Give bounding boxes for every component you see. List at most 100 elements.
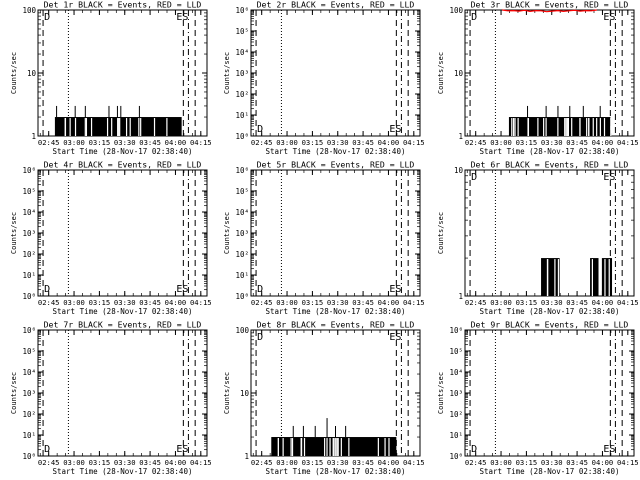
events-bin-gap [69,118,71,136]
x-tick-label: 03:45 [139,298,161,307]
x-tick-label: 03:30 [114,138,136,147]
x-tick-label: 02:45 [251,298,273,307]
x-tick-label: 04:00 [592,458,614,467]
y-tick-label: 100 [449,6,463,15]
y-tick-label: 10¹ [22,271,36,280]
events-bin-gap [511,118,513,136]
x-tick-label: 03:15 [516,298,538,307]
events-bin-gap [300,438,303,456]
x-tick-label: 03:45 [139,458,161,467]
y-tick-label: 100 [22,6,36,15]
y-tick-label: 10⁰ [22,452,36,461]
events-bin-gap [586,118,588,136]
x-tick-label: 03:00 [63,138,85,147]
x-tick-label: 02:45 [465,458,487,467]
y-tick-label: 10⁴ [22,208,36,217]
y-tick-label: 10⁶ [22,166,36,175]
y-tick-label: 10² [235,250,249,259]
x-tick-label: 04:15 [617,138,639,147]
x-axis-label: Start Time (28-Nov-17 02:38:40) [480,147,620,156]
y-tick-label: 10⁵ [235,27,249,36]
events-bin-gap [129,118,131,136]
y-tick-label: 1 [31,132,36,141]
marker-label-d: D [257,332,263,343]
x-tick-label: 03:30 [114,298,136,307]
panel-title: Det 5r BLACK = Events, RED = LLD [257,160,415,170]
panel-det-8r: Det 8r BLACK = Events, RED = LLD Counts/s… [223,320,425,477]
y-tick-label: 10³ [235,229,249,238]
x-tick-label: 04:00 [378,458,400,467]
events-bin-gap [337,438,339,456]
panel-det-4r: Det 4r BLACK = Events, RED = LLD Counts/s… [10,160,212,317]
events-bin-gap [90,118,93,136]
marker-label-d: D [471,12,477,23]
y-tick-label: 10⁵ [449,347,463,356]
x-tick-label: 04:00 [378,298,400,307]
y-tick-label: 10³ [235,69,249,78]
events-bin-gap [554,259,556,296]
y-tick-label: 10¹ [235,271,249,280]
panel-title: Det 1r BLACK = Events, RED = LLD [44,0,202,10]
y-tick-label: 10³ [22,229,36,238]
x-axis-label: Start Time (28-Nov-17 02:38:40) [266,147,406,156]
panel-title: Det 8r BLACK = Events, RED = LLD [257,320,415,330]
x-tick-label: 04:00 [165,458,187,467]
x-tick-label: 03:15 [516,138,538,147]
x-tick-label: 02:45 [465,138,487,147]
x-tick-label: 04:00 [165,138,187,147]
panel-det-3r: Det 3r BLACK = Events, RED = LLD Counts/s… [437,0,639,156]
x-tick-label: 04:00 [378,138,400,147]
y-tick-label: 10⁵ [22,347,36,356]
x-tick-label: 03:30 [541,458,563,467]
x-axis-label: Start Time (28-Nov-17 02:38:40) [480,307,620,316]
y-tick-label: 1 [458,132,463,141]
events-bin-gap [333,438,335,456]
marker-label-es: ES [603,172,615,183]
panel-title: Det 3r BLACK = Events, RED = LLD [471,0,629,10]
panel-title: Det 2r BLACK = Events, RED = LLD [257,0,415,10]
y-tick-label: 10² [22,250,36,259]
x-tick-label: 03:00 [490,458,512,467]
y-tick-label: 10⁴ [22,368,36,377]
y-axis-label: Counts/sec [10,212,18,254]
events-bin-gap [336,438,338,456]
events-bin-gap [74,118,77,136]
y-tick-label: 10³ [449,389,463,398]
panel-det-6r: Det 6r BLACK = Events, RED = LLD Counts/s… [437,160,639,317]
events-bin-gap [111,118,113,136]
events-bin-gap [543,118,545,136]
x-tick-label: 04:00 [165,298,187,307]
x-tick-label: 03:15 [89,138,111,147]
x-tick-label: 03:15 [89,298,111,307]
plot-frame [37,329,208,457]
events-bar-block [508,117,611,136]
events-bin-gap [603,118,606,136]
x-tick-label: 02:45 [38,298,60,307]
y-tick-label: 100 [235,326,249,335]
y-axis-label: Counts/sec [10,52,18,94]
x-tick-label: 03:30 [327,298,349,307]
events-bin-gap [610,118,612,136]
events-bin-gap [384,438,386,456]
x-tick-label: 02:45 [38,458,60,467]
x-tick-label: 03:00 [276,298,298,307]
y-axis-label: Counts/sec [223,52,231,94]
events-bin-gap [335,438,337,456]
events-bin-gap [166,118,168,136]
x-tick-label: 04:15 [403,138,425,147]
x-tick-label: 04:15 [617,298,639,307]
x-tick-label: 03:15 [302,138,324,147]
events-bin-gap [579,118,581,136]
y-tick-label: 10⁶ [449,326,463,335]
events-bar-block [601,258,613,296]
y-tick-label: 10 [454,69,464,78]
events-bin-gap [138,118,140,136]
x-axis-label: Start Time (28-Nov-17 02:38:40) [480,467,620,476]
panel-det-5r: Det 5r BLACK = Events, RED = LLD Counts/s… [223,160,425,317]
events-bin-gap [84,118,86,136]
y-tick-label: 10⁴ [449,368,463,377]
y-tick-label: 10² [449,410,463,419]
x-tick-label: 03:00 [276,458,298,467]
y-tick-label: 10¹ [449,431,463,440]
